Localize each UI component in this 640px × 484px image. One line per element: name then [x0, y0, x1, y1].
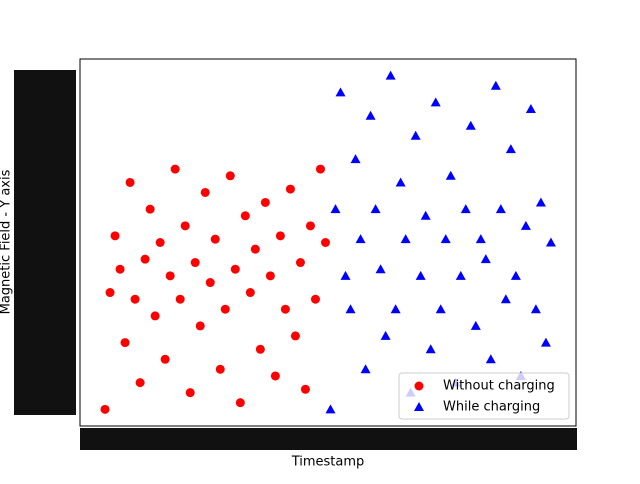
circle-point [320, 238, 330, 247]
circle-point [300, 384, 310, 394]
triangle-point [520, 220, 531, 230]
triangle-point [420, 210, 431, 220]
triangle-point [475, 234, 486, 244]
legend-box [398, 372, 570, 420]
triangle-point [400, 234, 411, 244]
circle-point [175, 294, 185, 304]
triangle-point [365, 110, 376, 120]
circle-point [205, 278, 215, 288]
triangle-point [525, 104, 536, 114]
circle-point [170, 164, 180, 174]
circle-point [125, 177, 135, 187]
plot-frame [79, 58, 577, 427]
triangle-point [390, 304, 401, 314]
triangle-point [490, 80, 501, 90]
triangle-point [510, 270, 521, 280]
triangle-point [485, 354, 496, 364]
triangle-point [440, 234, 451, 244]
triangle-point [500, 294, 511, 304]
legend-label: Without charging [443, 379, 555, 394]
triangle-point [415, 270, 426, 280]
triangle-point [360, 364, 371, 374]
triangle-point [495, 204, 506, 214]
triangle-point [375, 264, 386, 274]
circle-point [245, 288, 255, 298]
legend-marker [414, 402, 424, 411]
triangle-point [330, 204, 341, 214]
circle-point [150, 311, 160, 321]
circle-point [220, 304, 230, 314]
circle-point [270, 371, 280, 381]
circle-point [275, 231, 285, 241]
circle-point [280, 304, 290, 314]
triangle-point [530, 304, 541, 314]
legend-label: While charging [443, 400, 540, 415]
overlapping-x-tick-labels [80, 428, 577, 450]
circle-point [160, 354, 170, 364]
circle-point [165, 271, 175, 281]
triangle-point [345, 304, 356, 314]
triangle-point [355, 234, 366, 244]
triangle-point [455, 270, 466, 280]
triangle-point [465, 120, 476, 130]
circle-point [200, 187, 210, 197]
triangle-point [505, 144, 516, 154]
legend-marker [414, 381, 424, 391]
circle-point [130, 294, 140, 304]
circle-point [225, 171, 235, 181]
circle-point [155, 238, 165, 247]
circle-point [305, 221, 315, 231]
triangle-point [325, 404, 336, 414]
triangle-point [410, 130, 421, 140]
triangle-point [540, 337, 551, 347]
triangle-point [470, 320, 481, 330]
triangle-point [425, 344, 436, 354]
triangle-point [350, 154, 361, 164]
circle-point [310, 294, 320, 304]
triangle-point [435, 304, 446, 314]
circle-point [290, 331, 300, 341]
x-axis-label: Timestamp [291, 455, 365, 470]
circle-point [145, 204, 155, 214]
triangle-point [385, 70, 396, 80]
circle-point [210, 234, 220, 244]
circle-point [215, 364, 225, 374]
circle-point [260, 197, 270, 207]
circle-point [140, 254, 150, 264]
triangle-point [430, 97, 441, 107]
triangle-point [335, 87, 346, 97]
triangle-point [460, 204, 471, 214]
triangle-point [370, 204, 381, 214]
triangle-point [545, 237, 556, 247]
circle-point [190, 258, 200, 268]
circle-point [180, 221, 190, 231]
circle-point [105, 288, 115, 298]
circle-point [230, 264, 240, 274]
circle-point [120, 338, 130, 348]
triangle-point [395, 177, 406, 187]
triangle-point [380, 330, 391, 340]
circle-point [115, 264, 125, 274]
circle-point [250, 244, 260, 254]
circle-point [265, 271, 275, 281]
y-axis-label: Magnetic Field - Y axis [0, 169, 14, 314]
circle-point [240, 211, 250, 221]
circle-point [135, 378, 145, 388]
triangle-point [480, 254, 491, 264]
circle-point [185, 388, 195, 398]
circle-point [100, 404, 110, 414]
triangle-point [535, 197, 546, 207]
circle-point [285, 184, 295, 194]
triangle-point [445, 170, 456, 180]
circle-point [195, 321, 205, 331]
circle-point [295, 258, 305, 268]
circle-point [110, 231, 120, 241]
overlapping-y-tick-labels [14, 70, 76, 415]
circle-point [255, 344, 265, 354]
triangle-point [340, 270, 351, 280]
circle-point [235, 398, 245, 408]
circle-point [315, 164, 325, 174]
